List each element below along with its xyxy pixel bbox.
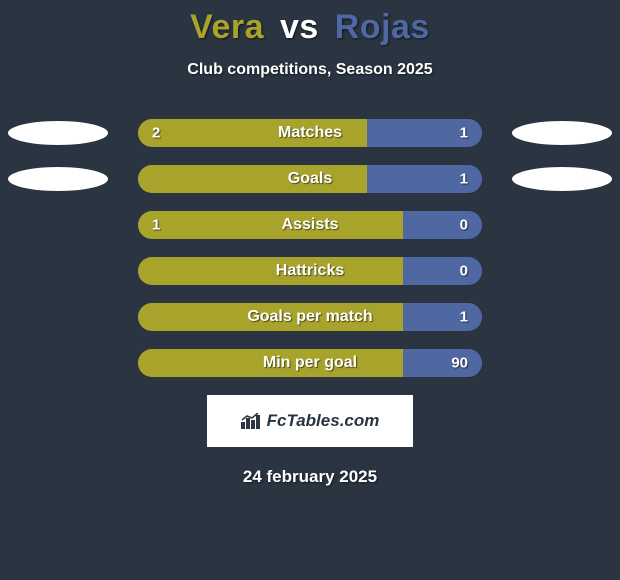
subtitle: Club competitions, Season 2025	[0, 61, 620, 79]
brand-badge: FcTables.com	[207, 395, 413, 447]
stat-label: Hattricks	[276, 262, 344, 280]
stat-bar: 0 Hattricks	[138, 257, 482, 285]
stat-bar: 1 Goals	[138, 165, 482, 193]
stat-value-left: 2	[152, 125, 160, 142]
bar-right-fill	[403, 257, 482, 285]
stat-value-right: 1	[460, 171, 468, 188]
stat-row: 90 Min per goal	[0, 349, 620, 377]
stat-label: Assists	[282, 216, 339, 234]
stat-bar: 1 Goals per match	[138, 303, 482, 331]
stat-row: 2 1 Matches	[0, 119, 620, 147]
stat-row: 1 Goals per match	[0, 303, 620, 331]
team-badge-right	[512, 121, 612, 145]
stat-value-right: 1	[460, 125, 468, 142]
stat-row: 1 0 Assists	[0, 211, 620, 239]
brand-text: FcTables.com	[267, 411, 380, 431]
stat-row: 1 Goals	[0, 165, 620, 193]
player2-name: Rojas	[335, 8, 430, 46]
stat-value-left: 1	[152, 217, 160, 234]
bar-right-fill	[403, 303, 482, 331]
stat-label: Goals per match	[247, 308, 372, 326]
date-text: 24 february 2025	[0, 467, 620, 487]
stat-label: Goals	[288, 170, 332, 188]
team-badge-left	[8, 121, 108, 145]
stat-bar: 90 Min per goal	[138, 349, 482, 377]
team-badge-right	[512, 167, 612, 191]
player1-name: Vera	[190, 8, 264, 46]
stat-value-right: 0	[460, 263, 468, 280]
chart-icon	[241, 413, 261, 429]
stats-area: 2 1 Matches 1 Goals 1 0 Assists 0 Hattricks 1 Goals…	[0, 119, 620, 377]
stat-bar: 1 0 Assists	[138, 211, 482, 239]
stat-row: 0 Hattricks	[0, 257, 620, 285]
team-badge-left	[8, 167, 108, 191]
stat-value-right: 0	[460, 217, 468, 234]
vs-text: vs	[280, 8, 319, 46]
title-row: Vera vs Rojas	[0, 0, 620, 47]
stat-label: Matches	[278, 124, 342, 142]
stat-label: Min per goal	[263, 354, 357, 372]
bar-left-fill	[138, 257, 403, 285]
bar-left-fill	[138, 211, 403, 239]
bar-left-fill	[138, 165, 367, 193]
stat-value-right: 90	[451, 355, 468, 372]
bar-right-fill	[403, 349, 482, 377]
stat-bar: 2 1 Matches	[138, 119, 482, 147]
bar-right-fill	[403, 211, 482, 239]
stat-value-right: 1	[460, 309, 468, 326]
